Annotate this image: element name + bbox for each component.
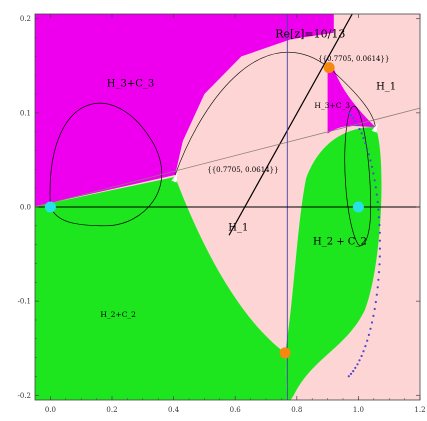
label-h1-right: H_1 <box>376 81 396 92</box>
curve-dot <box>372 314 375 317</box>
y-tick-label: 0.1 <box>20 109 31 117</box>
region-h3c3 <box>35 14 334 207</box>
curve-dot <box>349 114 353 117</box>
label-h3c3-small: H_3+C_3 <box>314 101 350 110</box>
curve-dot <box>362 350 365 353</box>
shallow-line <box>35 107 420 208</box>
x-tick-label: 0.4 <box>168 406 180 414</box>
curve-dot <box>372 172 375 175</box>
curve-dot <box>375 193 378 196</box>
curve-dot <box>373 179 376 182</box>
curve-dot <box>377 216 381 219</box>
x-tick-label: 0.0 <box>45 406 56 414</box>
curve-dot <box>377 271 381 274</box>
orange-point <box>323 62 335 74</box>
label-h2c2-right: H_2 + C_2 <box>313 237 367 248</box>
curve-dot <box>347 375 350 378</box>
annotation-upper: {{0.7705, 0.0614}} <box>318 55 389 63</box>
curve-dot <box>356 363 359 366</box>
axis-ticks: 0.0 0.2 0.4 0.6 0.8 1.0 1.2 -0.2 -0.1 0.0 0.1 0.2 <box>18 14 426 414</box>
curve-dot <box>378 255 381 258</box>
y-tick-label: -0.2 <box>18 392 32 400</box>
curve-dot <box>378 263 381 266</box>
white-notch <box>171 173 178 183</box>
x-tick-label: 1.0 <box>353 406 364 414</box>
curve-dot <box>378 247 381 250</box>
annotation-lower: {{0.7705, 0.0614}} <box>207 166 278 174</box>
curve-dot <box>375 293 378 296</box>
cyan-point <box>44 201 56 213</box>
curve-dot <box>358 359 361 362</box>
curve-dot <box>376 286 379 289</box>
boundary-curve <box>174 51 376 176</box>
loop-curve-left <box>49 103 163 227</box>
curve-dot <box>354 120 357 123</box>
x-tick-label: 1.2 <box>414 406 425 414</box>
curve-dot <box>347 112 350 115</box>
cyan-point <box>352 201 364 213</box>
orange-point <box>279 347 291 359</box>
curve-dot <box>374 300 377 304</box>
curve-dot <box>364 142 367 145</box>
curve-dot <box>369 327 372 330</box>
vertical-line-label: Re[z]=10/13 <box>275 28 345 41</box>
curve-dot <box>360 132 363 135</box>
curve-dot <box>369 159 372 162</box>
curve-dot <box>352 117 355 120</box>
curve-dot <box>360 354 363 358</box>
x-tick-label: 0.8 <box>291 406 302 414</box>
white-notch <box>371 123 378 133</box>
curve-dot <box>358 127 361 131</box>
curve-dot <box>374 186 377 189</box>
curve-dot <box>349 372 353 375</box>
curve-dot <box>364 345 367 348</box>
curve-dot <box>377 278 380 281</box>
curve-dot <box>354 366 357 369</box>
label-h1-center: H_1 <box>228 223 248 234</box>
curve-dot <box>362 137 365 140</box>
steep-line <box>228 14 353 236</box>
curve-dot <box>378 239 381 242</box>
region-h3c3-small <box>327 68 376 134</box>
y-tick-label: 0.0 <box>20 204 31 212</box>
label-h2c2-left: H_2+C_2 <box>100 310 136 319</box>
region-h2c2-right <box>285 127 382 400</box>
x-tick-label: 0.6 <box>230 406 242 414</box>
curve-dot <box>370 165 374 168</box>
curve-dot <box>366 147 369 150</box>
curve-dot <box>367 333 370 336</box>
x-tick-label: 0.2 <box>106 406 117 414</box>
curve-dot <box>378 231 381 234</box>
label-h3c3-main: H_3+C_3 <box>107 78 154 89</box>
dotted-curve <box>347 112 381 378</box>
curve-dot <box>370 321 374 324</box>
curve-dot <box>352 370 355 373</box>
curve-dot <box>377 208 380 211</box>
curve-dot <box>373 307 376 311</box>
curve-dot <box>378 223 381 227</box>
region-h2c2-left <box>35 176 287 400</box>
y-tick-label: -0.1 <box>18 298 32 306</box>
loop-curve-right <box>344 105 372 246</box>
y-tick-label: 0.2 <box>20 15 31 23</box>
curve-dot <box>366 339 369 342</box>
curve-dot <box>367 153 370 156</box>
curve-dot <box>376 200 379 204</box>
